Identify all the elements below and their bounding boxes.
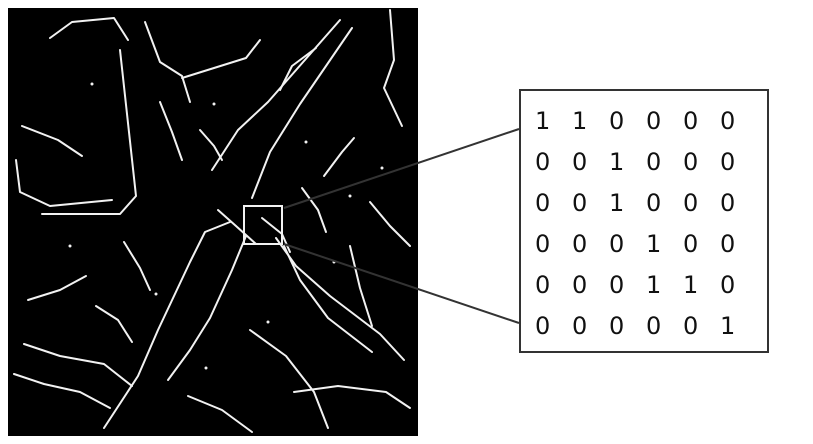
edge-contour [123, 241, 151, 291]
edge-contour [167, 235, 247, 381]
matrix-cell: 0 [535, 312, 551, 340]
matrix-cell: 0 [720, 148, 736, 176]
matrix-cell: 0 [572, 189, 588, 217]
matrix-cell: 0 [720, 107, 736, 135]
edge-contour [187, 395, 253, 433]
matrix-cell: 1 [609, 148, 625, 176]
edge-contour [249, 329, 329, 429]
edge-contour [144, 21, 191, 103]
matrix-cell: 0 [535, 271, 551, 299]
edge-contour [383, 9, 403, 127]
edge-contour [283, 245, 373, 353]
callout-line-bottom [283, 243, 520, 324]
edge-contour [275, 237, 405, 361]
edge-contour [159, 101, 183, 161]
edge-contour [21, 125, 83, 157]
edge-contour [181, 39, 261, 79]
edge-contour [369, 201, 411, 247]
matrix-cell: 1 [646, 271, 662, 299]
matrix-cell: 0 [683, 230, 699, 258]
edge-contour [13, 373, 111, 409]
matrix-cell: 1 [720, 312, 736, 340]
edge-contour [293, 385, 411, 409]
edge-contour [49, 17, 129, 41]
matrix-cell: 0 [720, 189, 736, 217]
matrix-cell: 0 [683, 312, 699, 340]
edge-contour [23, 343, 133, 387]
edge-contour [41, 49, 137, 215]
edge-contour [199, 129, 223, 161]
edge-contour [95, 305, 133, 343]
matrix-cell: 0 [720, 271, 736, 299]
matrix-cell: 0 [683, 148, 699, 176]
matrix-cell: 0 [609, 271, 625, 299]
matrix-cell: 0 [535, 189, 551, 217]
matrix-cell: 0 [646, 107, 662, 135]
matrix-cell: 0 [609, 230, 625, 258]
zoom-region-box [243, 205, 283, 245]
edge-contour [217, 209, 257, 245]
edge-contour [103, 221, 231, 429]
edge-contour [261, 217, 291, 253]
edge-contour [211, 19, 341, 171]
edge-contour [15, 159, 113, 207]
edge-contour [323, 137, 355, 177]
matrix-cell: 0 [535, 148, 551, 176]
edge-detection-image-background [8, 8, 418, 436]
edge-contour [251, 27, 353, 199]
matrix-cell: 0 [646, 148, 662, 176]
matrix-cell: 1 [609, 189, 625, 217]
matrix-cell: 0 [535, 230, 551, 258]
matrix-cell: 0 [683, 189, 699, 217]
edge-contour [301, 187, 327, 233]
matrix-cell: 0 [609, 107, 625, 135]
matrix-cell: 1 [683, 271, 699, 299]
edge-contour [349, 245, 373, 327]
edge-contour [27, 275, 87, 301]
matrix-cell: 0 [572, 271, 588, 299]
matrix-cell: 0 [572, 230, 588, 258]
matrix-cell: 0 [720, 230, 736, 258]
matrix-cell: 0 [572, 312, 588, 340]
edge-noise-dots [68, 82, 384, 370]
matrix-cell: 0 [609, 312, 625, 340]
matrix-cell: 0 [646, 189, 662, 217]
matrix-cell: 0 [646, 312, 662, 340]
matrix-cell: 1 [535, 107, 551, 135]
matrix-cell: 0 [683, 107, 699, 135]
matrix-cell: 1 [572, 107, 588, 135]
callout-line-top [283, 128, 520, 209]
matrix-cell: 1 [646, 230, 662, 258]
edge-contour [279, 47, 317, 91]
matrix-cell: 0 [572, 148, 588, 176]
